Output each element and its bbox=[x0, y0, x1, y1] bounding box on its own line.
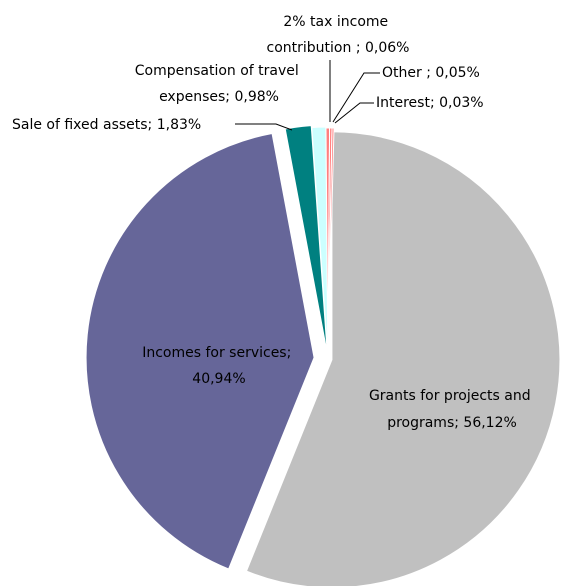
leader-line-sale-of-fixed-assets bbox=[235, 123, 293, 131]
label-grants: Grants for projects and programs; 56,12% bbox=[369, 388, 535, 431]
label-other: Other ; 0,05% bbox=[382, 65, 480, 81]
label-grants-line1: Grants for projects and bbox=[369, 388, 531, 404]
label-interest: Interest; 0,03% bbox=[376, 95, 484, 111]
label-incomes: Incomes for services; 40,94% bbox=[142, 345, 296, 387]
pie-slice-interest bbox=[327, 127, 335, 357]
label-sale-assets: Sale of fixed assets; 1,83% bbox=[12, 117, 201, 133]
label-travel: Compensation of travel expenses; 0,98% bbox=[135, 63, 304, 105]
label-grants-line2: programs; 56,12% bbox=[387, 415, 517, 431]
leader-line-interest bbox=[334, 102, 374, 124]
pie-slices bbox=[85, 125, 561, 586]
pie-slice-sale-of-fixed-assets bbox=[284, 125, 328, 354]
label-tax-line2: contribution ; 0,06% bbox=[267, 40, 410, 56]
leader-lines bbox=[235, 60, 380, 131]
leader-line-other bbox=[332, 72, 380, 123]
label-tax-line1: 2% tax income bbox=[283, 14, 388, 30]
label-travel-line1: Compensation of travel bbox=[135, 63, 299, 79]
label-incomes-line2: 40,94% bbox=[192, 371, 245, 387]
pie-slice-incomes-for-services bbox=[85, 132, 315, 570]
label-tax: 2% tax income contribution ; 0,06% bbox=[267, 14, 410, 56]
label-travel-line2: expenses; 0,98% bbox=[159, 89, 279, 105]
label-incomes-line1: Incomes for services; bbox=[142, 345, 291, 361]
pie-slice-compensation-of-travel-expenses bbox=[311, 126, 329, 356]
